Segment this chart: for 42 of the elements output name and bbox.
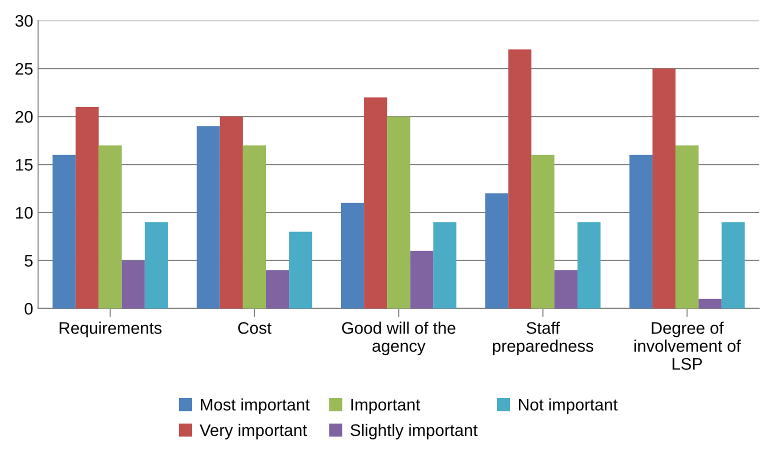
bar [266, 270, 290, 308]
y-tick-label: 0 [24, 302, 33, 315]
x-tick-label: Good will of the agency [342, 322, 456, 356]
bar [289, 232, 312, 308]
bar [554, 270, 578, 308]
bar [433, 222, 456, 308]
bar [144, 222, 168, 308]
bar [364, 97, 388, 308]
y-tick-label: 5 [24, 255, 33, 267]
bar [220, 116, 243, 308]
bar [196, 126, 220, 308]
x-tick-label: Cost [238, 322, 272, 334]
bar [577, 222, 601, 308]
bar [98, 145, 122, 308]
y-tick-label: 15 [16, 159, 33, 171]
bar [652, 68, 676, 308]
legend-label: Very important [200, 424, 307, 440]
x-tick-label: Staff preparedness [492, 322, 594, 356]
bar [410, 250, 434, 308]
bar [242, 145, 266, 308]
bar [76, 106, 99, 308]
bar [122, 260, 145, 308]
y-tick-label: 30 [15, 14, 33, 27]
x-tick-label: Requirements [60, 322, 162, 338]
bar [629, 154, 652, 308]
bar [508, 49, 532, 308]
bar [387, 116, 410, 308]
bar [340, 202, 364, 308]
legend-label: Slightly important [350, 424, 478, 440]
bar [52, 154, 76, 308]
y-tick-label: 10 [16, 206, 33, 219]
bar [676, 145, 699, 308]
bar [531, 154, 554, 308]
legend-label: Not important [519, 398, 618, 414]
bar [722, 222, 745, 308]
legend-label: Most important [201, 398, 310, 414]
y-tick-label: 20 [16, 110, 33, 123]
bar [485, 193, 508, 308]
bar [698, 298, 722, 308]
x-tick-label: Degree of involvement of LSP [634, 322, 741, 370]
y-tick-label: 25 [16, 62, 33, 75]
legend-label: Important [351, 398, 420, 414]
